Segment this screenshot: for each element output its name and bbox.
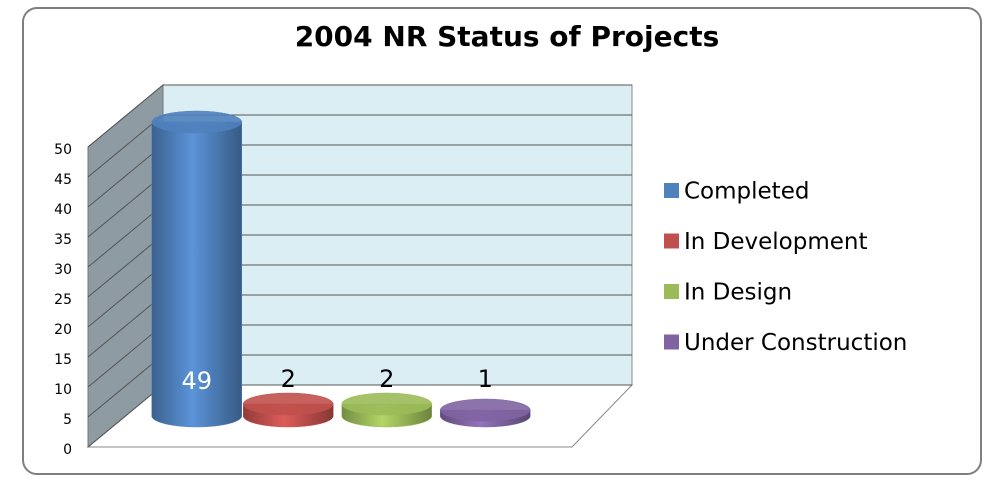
- data-label: 2: [379, 365, 394, 393]
- bar: [341, 392, 432, 428]
- grid-line: [87, 204, 164, 268]
- bar-top: [151, 110, 242, 134]
- y-tick-label: 5: [63, 412, 72, 428]
- grid-line: [87, 84, 164, 148]
- legend-label: Under Construction: [684, 330, 907, 356]
- grid-line: [87, 114, 164, 178]
- grid-line: [87, 174, 164, 238]
- legend-swatch: [664, 183, 679, 198]
- bar: [243, 392, 334, 428]
- legend-swatch: [664, 334, 679, 350]
- grid-line: [87, 234, 164, 298]
- legend-label: In Development: [684, 229, 868, 255]
- grid-line: [87, 294, 164, 358]
- bar-top: [440, 398, 531, 422]
- bar-body: [151, 121, 242, 428]
- grid-line: [87, 354, 164, 418]
- data-label: 2: [281, 365, 296, 393]
- grid-line: [87, 384, 164, 448]
- legend-swatch: [664, 284, 679, 299]
- legend-swatch: [664, 233, 679, 249]
- y-tick-label: 10: [54, 382, 72, 398]
- y-tick-label: 35: [54, 232, 72, 248]
- grid-line: [87, 144, 164, 208]
- data-label: 1: [478, 365, 493, 393]
- grid-line: [87, 264, 164, 328]
- grid-line: [87, 324, 164, 388]
- y-tick-label: 50: [54, 142, 72, 158]
- bar: [151, 110, 242, 428]
- y-tick-label: 30: [54, 262, 72, 278]
- y-tick-label: 40: [54, 202, 72, 218]
- bar-top: [341, 392, 432, 416]
- bar-top: [243, 392, 334, 416]
- y-tick-label: 20: [54, 322, 72, 338]
- legend-label: Completed: [684, 179, 809, 205]
- y-tick-label: 45: [54, 172, 72, 188]
- legend-label: In Design: [684, 280, 792, 306]
- y-tick-label: 25: [54, 292, 72, 308]
- bar: [440, 398, 531, 428]
- y-tick-label: 15: [54, 352, 72, 368]
- y-tick-label: 0: [63, 442, 72, 458]
- chart-title: 2004 NR Status of Projects: [295, 20, 720, 53]
- data-label: 49: [181, 367, 212, 395]
